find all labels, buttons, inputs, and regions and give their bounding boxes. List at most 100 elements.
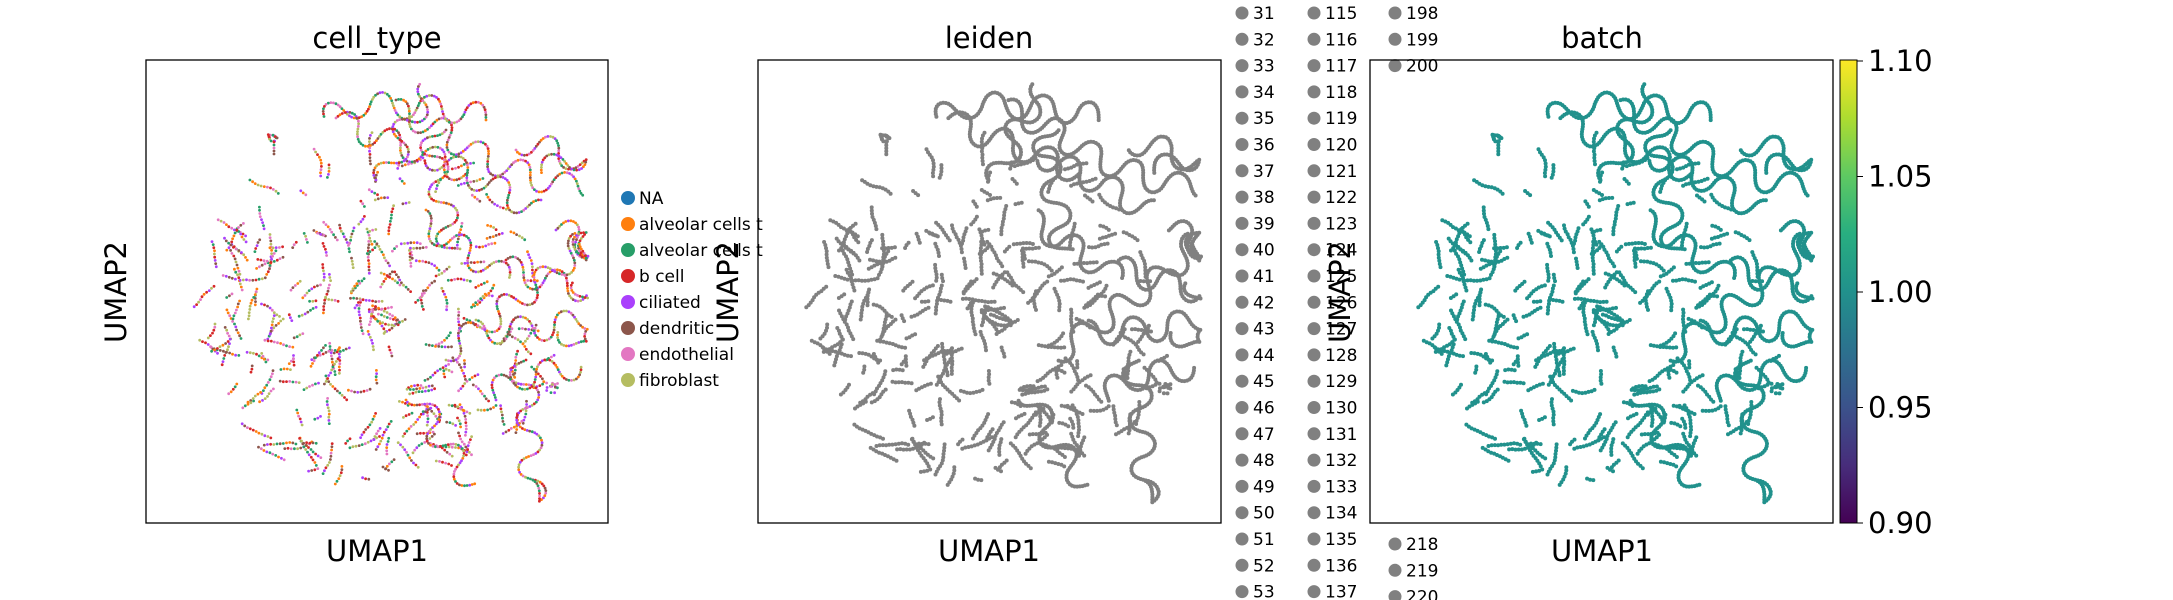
cell-type-point (322, 112, 325, 116)
leiden-point (979, 265, 984, 270)
cell-type-point (413, 384, 416, 387)
cell-type-point (329, 351, 333, 355)
leiden-point (1009, 400, 1014, 405)
cell-type-point (363, 215, 366, 218)
cell-type-point (538, 448, 541, 452)
leiden-point (957, 398, 962, 403)
cell-type-point (292, 363, 296, 367)
leiden-point (1017, 387, 1022, 392)
leiden-point (851, 285, 856, 290)
cell-type-point (529, 352, 533, 356)
leiden-point (875, 338, 880, 343)
cell-type-point (333, 362, 336, 366)
cell-type-point (443, 345, 447, 349)
leiden-point (980, 236, 985, 241)
cell-type-point (350, 389, 353, 393)
cell-type-point (380, 282, 384, 286)
cell-type-point (426, 148, 430, 151)
leiden-point (900, 316, 905, 321)
leiden-point (847, 382, 851, 387)
cell-type-point (532, 329, 536, 333)
cell-type-point (266, 304, 269, 308)
cell-type-point (579, 370, 582, 374)
cell-type-point (456, 360, 459, 364)
cell-type-point (351, 263, 355, 266)
cell-type-point (300, 423, 304, 427)
cell-type-point (577, 228, 581, 232)
leiden-point (945, 370, 950, 375)
cell-type-point (441, 289, 445, 293)
cell-type-point (274, 324, 278, 327)
cell-type-point (429, 375, 432, 379)
cell-type-point (355, 303, 359, 307)
leiden-point (860, 308, 864, 312)
cell-type-point (538, 499, 541, 503)
leiden-point (1068, 240, 1073, 245)
cell-type-point (430, 124, 433, 128)
cell-type-point (334, 102, 338, 106)
cell-type-point (313, 461, 317, 464)
cell-type-point (578, 239, 582, 243)
leiden-point (887, 258, 892, 263)
leiden-point (1020, 392, 1025, 397)
cell-type-point (281, 317, 285, 321)
cell-type-point (572, 258, 576, 262)
cell-type-point (414, 390, 418, 394)
cell-type-point (505, 169, 509, 173)
cell-type-point (252, 296, 256, 299)
cell-type-point (514, 381, 518, 385)
cell-type-point (480, 187, 484, 191)
cell-type-point (502, 339, 506, 343)
cell-type-point (449, 156, 453, 160)
leiden-point (950, 362, 955, 367)
cell-type-point (447, 136, 451, 139)
cell-type-point (470, 305, 473, 309)
cell-type-point (260, 277, 264, 281)
cell-type-point (296, 447, 299, 451)
cell-type-point (322, 269, 325, 273)
leiden-point (881, 375, 886, 380)
leiden-point (1033, 386, 1038, 391)
cell-type-point (294, 380, 298, 384)
cell-type-point (211, 331, 214, 335)
leiden-point (1088, 260, 1093, 265)
cell-type-point (372, 348, 375, 352)
cell-type-point (452, 204, 455, 208)
leiden-point (941, 354, 946, 359)
cell-type-point (410, 120, 414, 124)
leiden-point (1030, 387, 1035, 392)
cell-type-point (456, 356, 460, 360)
cell-type-point (426, 432, 429, 435)
cell-type-point (454, 446, 457, 449)
cell-type-point (540, 163, 543, 167)
cell-type-point (434, 445, 437, 449)
cell-type-point (417, 85, 420, 88)
cell-type-point (497, 373, 501, 377)
leiden-point (884, 340, 889, 345)
cell-type-point (431, 426, 434, 429)
cell-type-point (352, 296, 355, 300)
cell-type-point (249, 370, 253, 374)
cell-type-point (371, 308, 374, 312)
leiden-point (846, 328, 851, 333)
cell-type-point (391, 207, 395, 211)
cell-type-point (526, 285, 530, 289)
cell-type-point (232, 314, 236, 318)
cell-type-point (529, 178, 532, 182)
cell-type-point (362, 113, 366, 117)
cell-type-point (334, 360, 338, 363)
cell-type-point (558, 370, 561, 374)
cell-type-point (307, 289, 311, 292)
leiden-point (871, 258, 876, 263)
cell-type-point (405, 429, 409, 433)
leiden-point (972, 443, 977, 448)
cell-type-point (541, 265, 545, 269)
cell-type-point (198, 338, 202, 342)
cell-type-point (366, 440, 370, 444)
cell-type-point (467, 251, 471, 255)
leiden-point (1030, 242, 1035, 246)
leiden-point (931, 232, 935, 237)
cell-type-point (524, 383, 528, 386)
cell-type-point (544, 135, 547, 139)
cell-type-point (479, 320, 483, 324)
